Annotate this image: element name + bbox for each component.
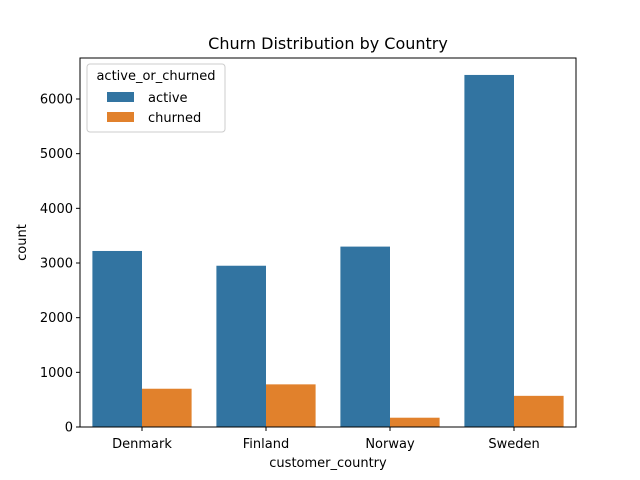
bar-active-denmark [92,250,142,427]
y-axis-label: count [15,224,30,261]
bar-active-sweden [464,74,514,428]
bar-churned-norway [390,417,440,427]
legend: active_or_churned active churned [86,63,226,133]
y-tick-label: 4000 [40,202,73,217]
bars-group [92,74,564,428]
y-tick-label: 3000 [40,257,73,272]
x-tick-label: Denmark [112,437,172,452]
bar-churned-sweden [514,395,564,427]
bar-active-finland [216,265,266,427]
y-tick-label: 0 [65,421,73,436]
legend-swatch-active [107,92,134,102]
y-axis: 0 1000 2000 3000 4000 5000 6000 [40,93,80,436]
legend-label-active: active [148,91,188,106]
x-tick-label: Sweden [488,437,539,452]
chart-title: Churn Distribution by Country [208,34,448,53]
y-tick-label: 6000 [40,93,73,108]
y-tick-label: 2000 [40,311,73,326]
bar-churned-finland [266,384,316,427]
bar-churned-denmark [142,388,192,427]
y-tick-label: 1000 [40,366,73,381]
x-axis: Denmark Finland Norway Sweden [112,427,540,452]
y-tick-label: 5000 [40,147,73,162]
plot-frame [79,57,577,428]
x-tick-label: Finland [243,437,289,452]
x-axis-label: customer_country [269,456,387,471]
legend-swatch-churned [107,112,134,122]
legend-title: active_or_churned [96,69,215,84]
legend-label-churned: churned [148,111,201,126]
x-tick-label: Norway [365,437,415,452]
bar-active-norway [340,246,390,427]
